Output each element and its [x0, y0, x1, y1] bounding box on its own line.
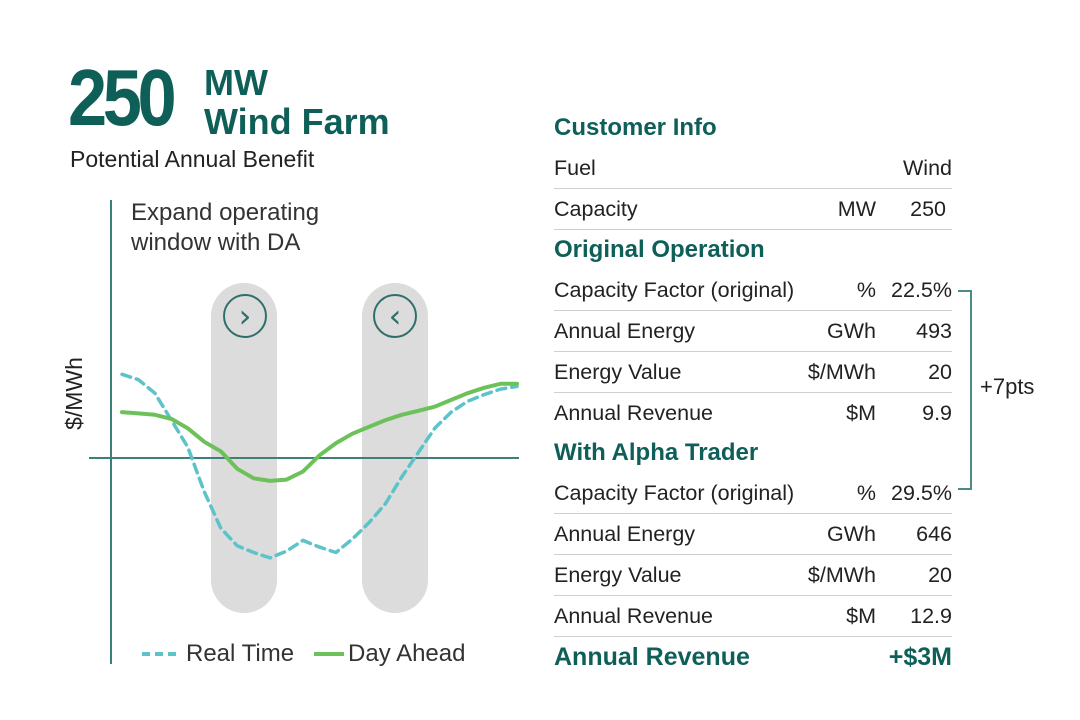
section-title-with-alpha-trader: With Alpha Trader [554, 439, 759, 466]
total-value: +$3M [888, 643, 952, 671]
row-unit: $M [846, 401, 876, 425]
row-label: Energy Value [554, 360, 682, 384]
row-unit: GWh [827, 319, 876, 343]
legend-label-day-ahead: Day Ahead [348, 640, 466, 667]
row-label: Capacity Factor (original) [554, 481, 795, 505]
row-label: Capacity Factor (original) [554, 278, 795, 302]
row-value: 250 [910, 197, 946, 221]
series-line-day-ahead [120, 381, 519, 483]
row-unit: $/MWh [807, 360, 876, 384]
operating-window-1 [211, 283, 277, 613]
table-row: Fuel Wind [554, 148, 952, 189]
row-label: Capacity [554, 197, 638, 221]
chart-annotation: Expand operating window with DA [131, 199, 320, 256]
row-unit: GWh [827, 522, 876, 546]
table-row: Annual Energy GWh 646 [554, 514, 952, 555]
asset-name: Wind Farm [204, 101, 390, 142]
price-chart: › ‹ [89, 200, 519, 664]
table-row: Energy Value $/MWh 20 [554, 352, 952, 393]
section-title-original-operation: Original Operation [554, 236, 765, 263]
window-indicator-1 [223, 294, 267, 338]
series-line-real-time [120, 372, 519, 560]
row-value: 20 [928, 563, 952, 587]
row-value: Wind [903, 156, 952, 180]
legend-label-real-time: Real Time [186, 640, 295, 667]
total-label: Annual Revenue [554, 643, 750, 671]
legend-item-day-ahead: Day Ahead [312, 640, 465, 668]
row-unit: % [856, 278, 876, 302]
table-row: Energy Value $/MWh 20 [554, 555, 952, 596]
table-row: Capacity Factor (original) % 29.5% [554, 473, 952, 514]
row-value: 29.5% [891, 481, 952, 505]
section-title-customer-info: Customer Info [554, 114, 717, 141]
row-unit: $/MWh [807, 563, 876, 587]
row-value: 646 [916, 522, 952, 546]
capacity-number: 250 [68, 53, 177, 142]
row-unit: MW [837, 197, 876, 221]
table-row: Annual Revenue $M 12.9 [554, 596, 952, 637]
legend-swatch-day-ahead [314, 652, 345, 656]
table-row: Capacity MW 250 [554, 189, 952, 230]
capacity-unit: MW [204, 62, 268, 103]
row-unit: % [856, 481, 876, 505]
window-indicator-2 [373, 294, 417, 338]
row-label: Fuel [554, 156, 596, 180]
legend-item-real-time: Real Time [140, 640, 294, 668]
y-axis-label: $/MWh [60, 357, 87, 430]
row-value: 9.9 [922, 401, 952, 425]
legend-swatch-real-time [142, 652, 178, 656]
row-value: 22.5% [891, 278, 952, 302]
chart-legend: Real Time Day Ahead [140, 640, 483, 668]
capacity-factor-bracket [958, 290, 972, 490]
operating-window-2 [362, 283, 428, 613]
row-label: Annual Energy [554, 319, 696, 343]
row-label: Annual Energy [554, 522, 696, 546]
y-axis-label-wrap: $/MWh [58, 350, 118, 430]
table-row: Capacity Factor (original) % 22.5% [554, 270, 952, 311]
row-value: 12.9 [910, 604, 952, 628]
row-value: 20 [928, 360, 952, 384]
chevron-left-icon: ‹ [389, 297, 402, 335]
row-label: Annual Revenue [554, 604, 713, 628]
row-label: Energy Value [554, 563, 682, 587]
row-label: Annual Revenue [554, 401, 713, 425]
bracket-label: +7pts [980, 374, 1035, 399]
table-row: Annual Energy GWh 493 [554, 311, 952, 352]
benefit-table: Customer Info Fuel Wind Capacity MW 250 … [554, 108, 952, 677]
row-unit: $M [846, 604, 876, 628]
chevron-right-icon: › [239, 297, 252, 335]
total-row: Annual Revenue +$3M [554, 637, 952, 677]
page-subtitle: Potential Annual Benefit [70, 146, 315, 172]
row-value: 493 [916, 319, 952, 343]
table-row: Annual Revenue $M 9.9 [554, 393, 952, 433]
